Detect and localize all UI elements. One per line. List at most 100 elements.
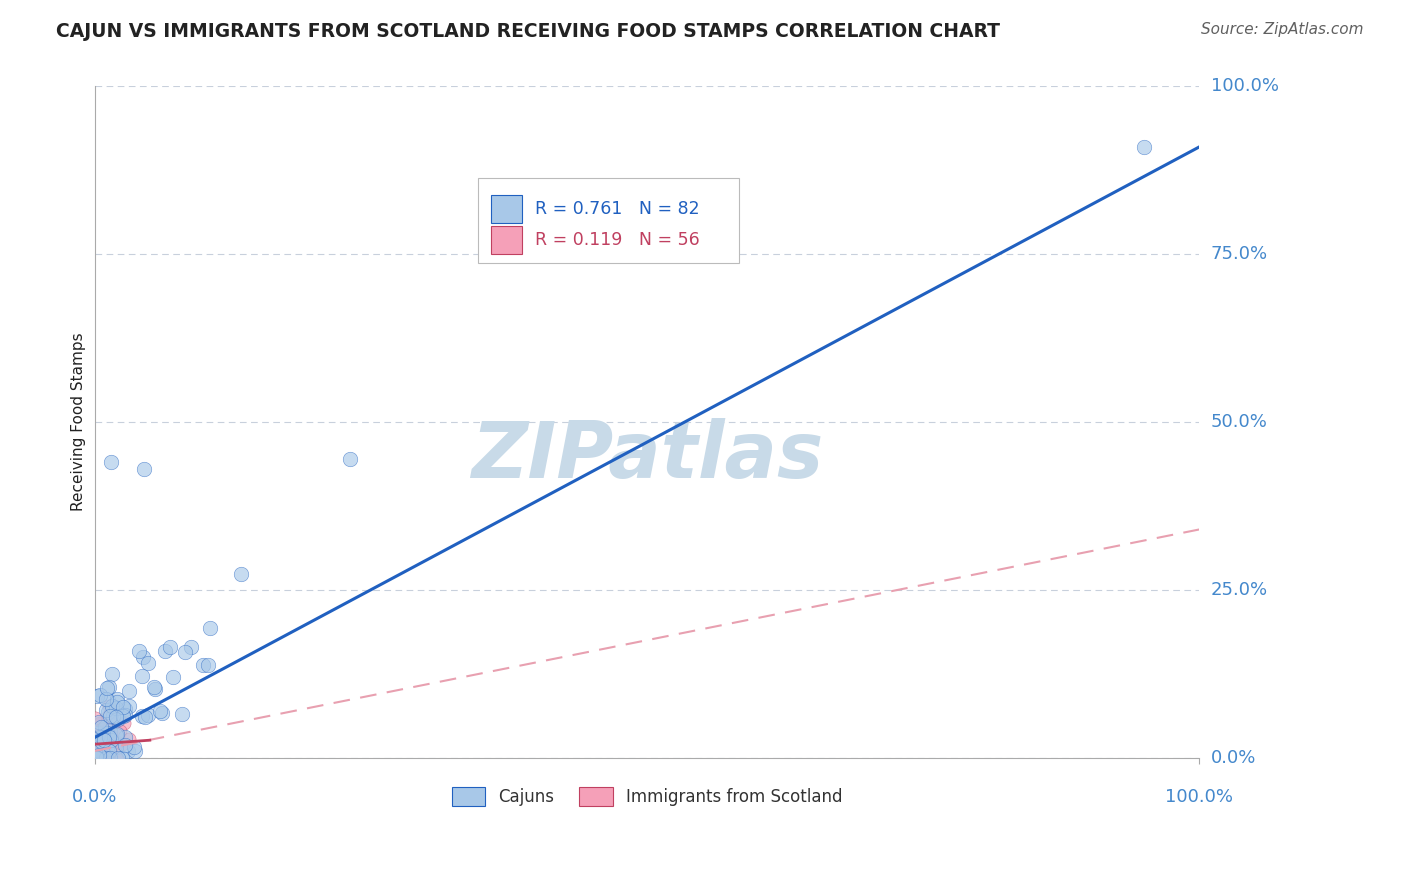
Point — [111, 709, 134, 723]
Point — [105, 695, 128, 709]
Point — [87, 725, 110, 739]
FancyBboxPatch shape — [478, 178, 738, 263]
Point — [105, 728, 128, 742]
Point — [100, 724, 122, 739]
Point — [105, 750, 128, 764]
Text: 0.0%: 0.0% — [72, 789, 117, 806]
Point — [94, 692, 117, 706]
Point — [86, 743, 108, 757]
Point — [84, 730, 107, 744]
Point — [229, 567, 252, 582]
Point — [1133, 140, 1156, 154]
Point — [84, 745, 107, 759]
Point — [118, 683, 141, 698]
Y-axis label: Receiving Food Stamps: Receiving Food Stamps — [72, 333, 86, 511]
Point — [118, 732, 141, 747]
Point — [107, 712, 129, 726]
Point — [84, 750, 107, 764]
Point — [111, 737, 134, 751]
Point — [107, 750, 129, 764]
Point — [86, 750, 108, 764]
Point — [103, 699, 125, 714]
Point — [104, 701, 127, 715]
Point — [97, 709, 120, 723]
Point — [84, 747, 107, 762]
Text: R = 0.761   N = 82: R = 0.761 N = 82 — [536, 200, 700, 218]
Point — [94, 750, 117, 764]
FancyBboxPatch shape — [491, 194, 522, 223]
Text: 0.0%: 0.0% — [1211, 748, 1256, 766]
Point — [84, 750, 107, 764]
Point — [97, 732, 120, 747]
Point — [86, 750, 108, 764]
Point — [98, 723, 121, 738]
Point — [124, 744, 146, 758]
Point — [122, 739, 145, 754]
Point — [193, 657, 215, 672]
Point — [98, 750, 121, 764]
Point — [98, 721, 121, 735]
Point — [114, 708, 136, 723]
Point — [89, 730, 111, 744]
Point — [86, 750, 108, 764]
Point — [114, 701, 136, 715]
Point — [86, 750, 108, 764]
Point — [98, 698, 121, 713]
Point — [91, 724, 114, 739]
Point — [86, 737, 108, 751]
Point — [89, 688, 111, 702]
Point — [162, 670, 184, 684]
Text: 25.0%: 25.0% — [1211, 581, 1268, 599]
Point — [96, 703, 118, 717]
Point — [87, 747, 110, 762]
Point — [86, 723, 108, 738]
Point — [153, 644, 176, 658]
Point — [84, 750, 107, 764]
Point — [104, 739, 127, 754]
Point — [94, 750, 117, 764]
Text: 100.0%: 100.0% — [1166, 789, 1233, 806]
Point — [97, 705, 120, 719]
Point — [111, 750, 134, 764]
Point — [93, 730, 115, 744]
Legend: Cajuns, Immigrants from Scotland: Cajuns, Immigrants from Scotland — [444, 780, 849, 814]
Point — [149, 704, 172, 718]
Point — [103, 709, 125, 723]
Point — [84, 711, 107, 725]
Point — [89, 726, 111, 740]
Point — [93, 734, 115, 748]
Point — [98, 744, 121, 758]
Point — [114, 730, 136, 744]
Point — [96, 681, 118, 695]
Text: R = 0.119   N = 56: R = 0.119 N = 56 — [536, 231, 700, 249]
Point — [94, 721, 117, 735]
Point — [339, 451, 361, 466]
Point — [97, 681, 120, 695]
Point — [84, 733, 107, 747]
Point — [97, 693, 120, 707]
Point — [103, 738, 125, 752]
Point — [98, 728, 121, 742]
Point — [87, 714, 110, 729]
Point — [97, 748, 120, 763]
Text: CAJUN VS IMMIGRANTS FROM SCOTLAND RECEIVING FOOD STAMPS CORRELATION CHART: CAJUN VS IMMIGRANTS FROM SCOTLAND RECEIV… — [56, 22, 1000, 41]
Point — [93, 733, 115, 747]
Point — [86, 748, 108, 763]
Point — [90, 734, 112, 748]
Point — [112, 716, 135, 731]
Point — [128, 644, 150, 658]
Point — [136, 707, 159, 722]
Point — [98, 730, 121, 744]
Point — [90, 750, 112, 764]
Point — [90, 723, 112, 737]
Point — [90, 720, 112, 734]
Point — [170, 706, 193, 721]
Point — [117, 744, 139, 758]
Point — [114, 738, 136, 752]
Point — [101, 699, 124, 714]
Point — [142, 681, 165, 695]
Point — [104, 710, 127, 724]
Point — [118, 698, 141, 713]
Point — [90, 744, 112, 758]
FancyBboxPatch shape — [491, 226, 522, 254]
